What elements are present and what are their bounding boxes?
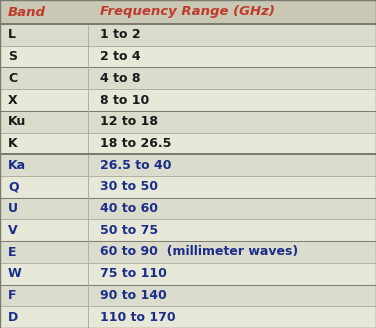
Bar <box>0 285 376 306</box>
Text: 26.5 to 40: 26.5 to 40 <box>100 159 171 172</box>
Text: F: F <box>8 289 17 302</box>
Text: Frequency Range (GHz): Frequency Range (GHz) <box>100 6 275 18</box>
Text: K: K <box>8 137 18 150</box>
Text: 110 to 170: 110 to 170 <box>100 311 176 324</box>
Text: Ku: Ku <box>8 115 26 128</box>
Bar <box>0 24 376 46</box>
Text: 1 to 2: 1 to 2 <box>100 28 141 41</box>
Bar <box>0 0 376 24</box>
Text: W: W <box>8 267 22 280</box>
Text: 8 to 10: 8 to 10 <box>100 93 149 107</box>
Text: E: E <box>8 245 17 258</box>
Bar <box>0 68 376 89</box>
Bar <box>0 241 376 263</box>
Text: L: L <box>8 28 16 41</box>
Text: Q: Q <box>8 180 19 194</box>
Text: C: C <box>8 72 17 85</box>
Bar <box>0 176 376 198</box>
Bar <box>0 198 376 219</box>
Bar <box>0 219 376 241</box>
Bar <box>0 89 376 111</box>
Text: 12 to 18: 12 to 18 <box>100 115 158 128</box>
Text: Ka: Ka <box>8 159 26 172</box>
Text: V: V <box>8 224 18 237</box>
Text: 40 to 60: 40 to 60 <box>100 202 158 215</box>
Text: 18 to 26.5: 18 to 26.5 <box>100 137 171 150</box>
Text: X: X <box>8 93 18 107</box>
Bar <box>0 46 376 68</box>
Text: 4 to 8: 4 to 8 <box>100 72 141 85</box>
Text: 30 to 50: 30 to 50 <box>100 180 158 194</box>
Bar <box>0 111 376 133</box>
Text: 90 to 140: 90 to 140 <box>100 289 167 302</box>
Bar <box>0 133 376 154</box>
Bar <box>0 154 376 176</box>
Text: 2 to 4: 2 to 4 <box>100 50 141 63</box>
Text: Band: Band <box>8 6 46 18</box>
Bar <box>0 263 376 285</box>
Text: S: S <box>8 50 17 63</box>
Text: 75 to 110: 75 to 110 <box>100 267 167 280</box>
Text: 60 to 90  (millimeter waves): 60 to 90 (millimeter waves) <box>100 245 298 258</box>
Text: 50 to 75: 50 to 75 <box>100 224 158 237</box>
Bar <box>0 306 376 328</box>
Text: U: U <box>8 202 18 215</box>
Text: D: D <box>8 311 18 324</box>
